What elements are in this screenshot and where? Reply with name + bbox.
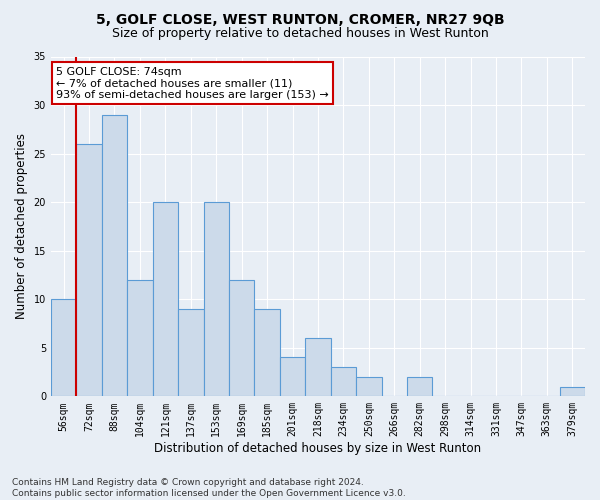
Bar (51, 299, 76, 396)
Bar (178, 309, 203, 396)
Bar (305, 338, 331, 396)
Bar (356, 377, 382, 396)
Bar (102, 115, 127, 396)
Text: 5, GOLF CLOSE, WEST RUNTON, CROMER, NR27 9QB: 5, GOLF CLOSE, WEST RUNTON, CROMER, NR27… (95, 12, 505, 26)
Bar (152, 202, 178, 396)
Text: Contains HM Land Registry data © Crown copyright and database right 2024.
Contai: Contains HM Land Registry data © Crown c… (12, 478, 406, 498)
Text: 5 GOLF CLOSE: 74sqm
← 7% of detached houses are smaller (11)
93% of semi-detache: 5 GOLF CLOSE: 74sqm ← 7% of detached hou… (56, 66, 329, 100)
Bar (203, 202, 229, 396)
Bar (280, 358, 305, 397)
Bar (560, 386, 585, 396)
Text: Size of property relative to detached houses in West Runton: Size of property relative to detached ho… (112, 28, 488, 40)
Bar (254, 309, 280, 396)
Y-axis label: Number of detached properties: Number of detached properties (15, 134, 28, 320)
Bar (127, 280, 152, 396)
Bar (229, 280, 254, 396)
Bar (407, 377, 433, 396)
Bar (331, 367, 356, 396)
Bar (76, 144, 102, 397)
X-axis label: Distribution of detached houses by size in West Runton: Distribution of detached houses by size … (154, 442, 482, 455)
